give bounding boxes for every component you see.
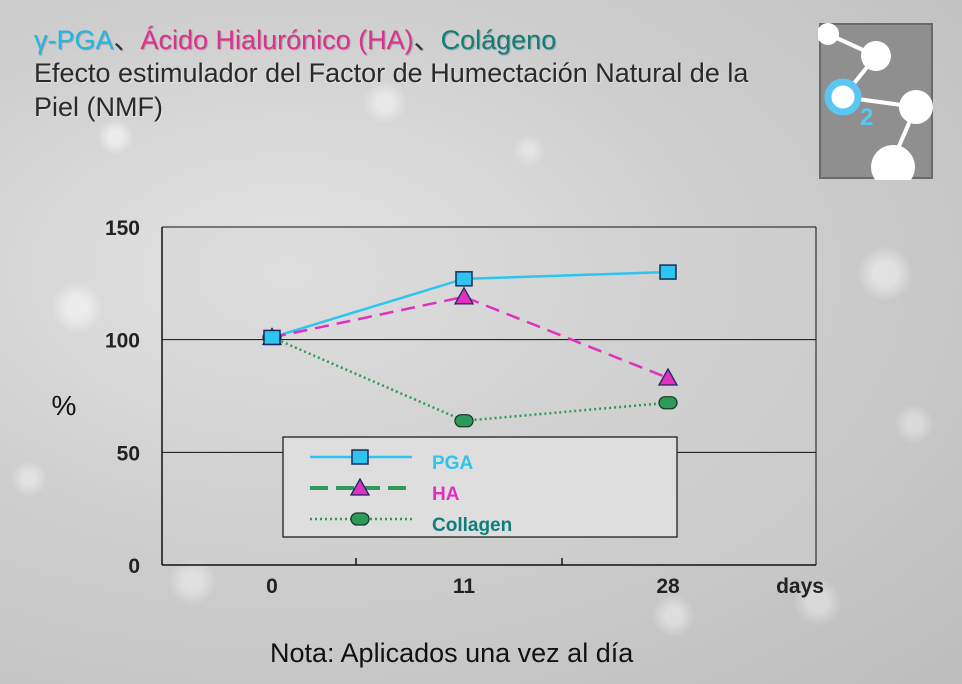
x-axis-label: days — [776, 575, 824, 598]
x-tick-label-11: 11 — [453, 575, 476, 598]
series-line-ha — [271, 295, 669, 380]
x-tick-label-28: 28 — [656, 575, 680, 598]
point-collagen-11 — [454, 414, 474, 428]
y-tick-label-100: 100 — [105, 330, 140, 353]
oxygen-molecule-icon: 2 — [818, 23, 933, 180]
title-pga: γ-PGA — [34, 25, 114, 55]
point-ha-11 — [453, 286, 475, 305]
point-ha-28 — [657, 367, 679, 386]
title-ha: Ácido Hialurónico (HA) — [140, 25, 414, 55]
legend-marker-ha — [349, 477, 371, 496]
x-tick-label-0: 0 — [266, 575, 278, 598]
point-collagen-28 — [658, 396, 678, 410]
series-line-collagen — [271, 336, 669, 423]
legend-label-pga: PGA — [432, 453, 473, 474]
point-pga-28 — [659, 264, 677, 280]
page-subtitle: Efecto estimulador del Factor de Humecta… — [34, 58, 749, 122]
legend-marker-collagen — [350, 512, 370, 526]
title-separator-1: 、 — [113, 25, 141, 55]
point-pga-11 — [455, 271, 473, 287]
y-axis-label: % — [52, 390, 77, 421]
title-collagen: Colágeno — [440, 25, 557, 55]
y-tick-label-150: 150 — [105, 217, 140, 240]
footnote: Nota: Aplicados una vez al día — [270, 638, 634, 668]
logo-subscript-2: 2 — [860, 104, 873, 131]
y-tick-label-0: 0 — [128, 555, 140, 578]
point-pga-0 — [263, 329, 281, 346]
title-separator-2: 、 — [413, 25, 441, 55]
page-title: γ-PGA、Ácido Hialurónico (HA)、Colágeno — [34, 18, 556, 57]
legend-label-collagen: Collagen — [432, 515, 512, 536]
legend-marker-pga — [351, 449, 369, 465]
legend-label-ha: HA — [432, 484, 460, 505]
y-tick-label-50: 50 — [117, 442, 140, 465]
